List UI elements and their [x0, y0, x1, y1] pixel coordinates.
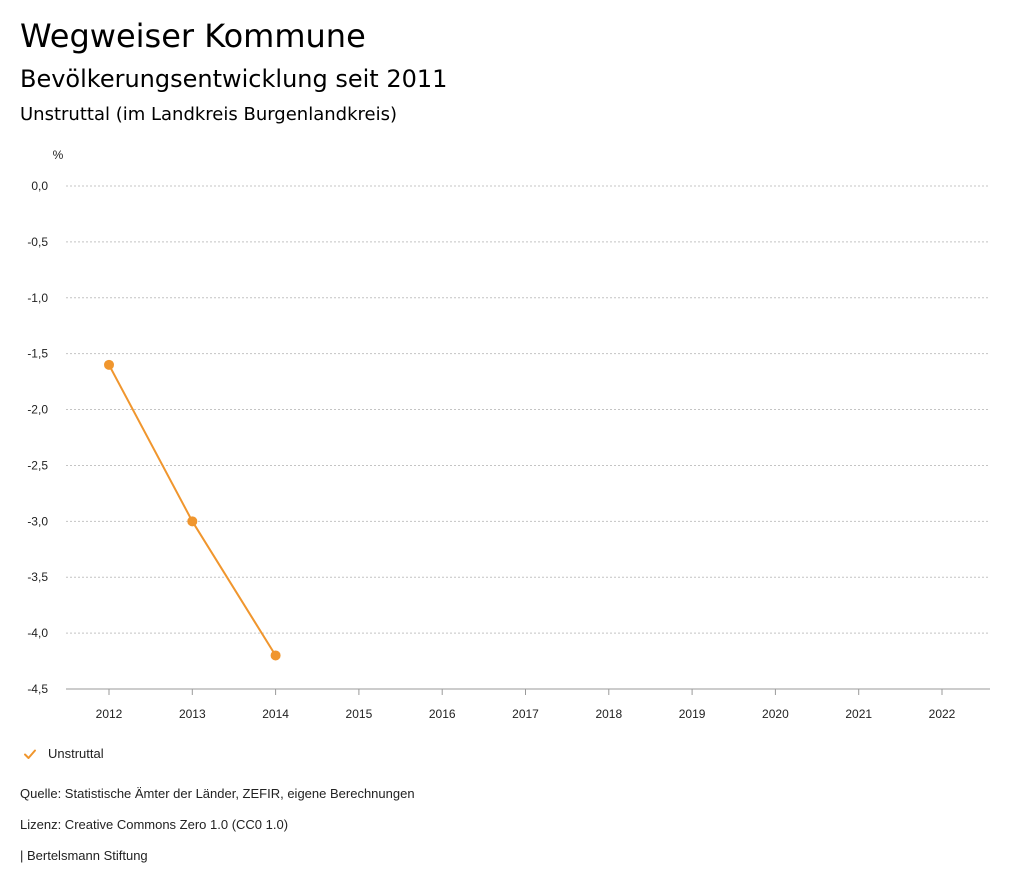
x-tick-label: 2020	[762, 707, 789, 721]
check-icon	[22, 746, 38, 762]
y-tick-label: -1,0	[27, 291, 48, 305]
x-tick-label: 2015	[346, 707, 373, 721]
source-note: Quelle: Statistische Ämter der Länder, Z…	[20, 786, 415, 801]
y-axis-label: %	[53, 148, 64, 162]
y-tick-label: 0,0	[31, 179, 48, 193]
x-tick-label: 2013	[179, 707, 206, 721]
brand-note: | Bertelsmann Stiftung	[20, 848, 148, 863]
data-point[interactable]	[104, 359, 114, 370]
y-tick-label: -4,5	[27, 682, 48, 696]
region-heading: Unstruttal (im Landkreis Burgenlandkreis…	[20, 104, 397, 125]
chart-title: Wegweiser Kommune	[20, 17, 366, 55]
y-tick-label: -2,5	[27, 458, 48, 472]
x-tick-label: 2014	[262, 707, 289, 721]
chart-subtitle: Bevölkerungsentwicklung seit 2011	[20, 65, 448, 93]
series-line-unstruttal	[108, 364, 277, 656]
x-tick-label: 2019	[679, 707, 706, 721]
y-tick-label: -2,0	[27, 403, 48, 417]
check-mark	[24, 749, 36, 759]
x-tick-label: 2012	[96, 707, 123, 721]
legend-item-unstruttal[interactable]: Unstruttal	[22, 744, 104, 764]
x-tick-label: 2018	[595, 707, 622, 721]
y-tick-label: -4,0	[27, 626, 48, 640]
y-tick-label: -0,5	[27, 235, 48, 249]
x-tick-label: 2022	[929, 707, 956, 721]
license-note: Lizenz: Creative Commons Zero 1.0 (CC0 1…	[20, 817, 289, 832]
y-tick-label: -3,0	[27, 514, 48, 528]
data-point[interactable]	[270, 650, 281, 661]
data-point[interactable]	[187, 516, 198, 527]
x-tick-label: 2017	[512, 707, 539, 721]
line-chart: % 0,0 -0,5 -1,0 -1,5 -2,0 -2,5 -3,0 -3,5 -4,0 -4,5…	[27, 148, 990, 721]
x-tick-label: 2016	[429, 707, 456, 721]
y-tick-label: -3,5	[27, 570, 48, 584]
legend-label: Unstruttal	[48, 746, 104, 761]
x-tick-label: 2021	[845, 707, 872, 721]
y-tick-label: -1,5	[27, 347, 48, 361]
